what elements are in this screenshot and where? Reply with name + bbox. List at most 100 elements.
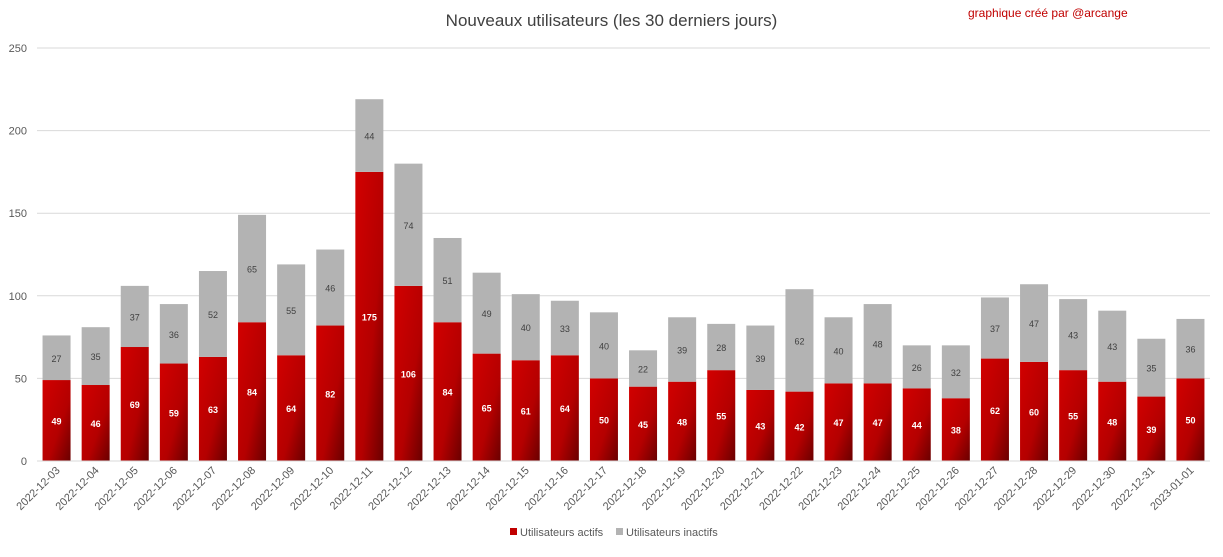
data-label-inactive: 36	[169, 330, 179, 340]
data-label-inactive: 52	[208, 310, 218, 320]
bar-active	[824, 383, 853, 461]
data-label-active: 50	[1185, 416, 1195, 426]
bar-inactive	[785, 289, 814, 392]
data-label-active: 64	[560, 404, 570, 414]
bar-active	[42, 380, 71, 461]
data-label-active: 39	[1146, 425, 1156, 435]
bar-active	[863, 383, 892, 461]
chart-title: Nouveaux utilisateurs (les 30 derniers j…	[445, 11, 778, 30]
bar-active	[746, 389, 775, 461]
legend-label-inactive: Utilisateurs inactifs	[626, 527, 718, 539]
bar-active	[120, 347, 149, 461]
data-label-inactive: 43	[1068, 331, 1078, 341]
legend-swatch-inactive	[616, 528, 623, 535]
bar-active	[1059, 370, 1088, 461]
bar-active	[1176, 378, 1205, 461]
bar-inactive	[198, 271, 227, 357]
bar-active	[472, 353, 501, 461]
data-label-inactive: 48	[873, 340, 883, 350]
data-label-inactive: 40	[521, 323, 531, 333]
data-label-active: 47	[834, 418, 844, 428]
data-label-inactive: 37	[130, 312, 140, 322]
bar-inactive	[707, 323, 736, 371]
data-label-inactive: 40	[834, 346, 844, 356]
bar-active	[277, 355, 306, 461]
data-label-active: 55	[716, 412, 726, 422]
y-tick-label: 150	[9, 208, 27, 220]
y-tick-label: 100	[9, 291, 27, 303]
data-label-active: 44	[912, 421, 922, 431]
data-label-active: 49	[52, 417, 62, 427]
bar-inactive	[1020, 284, 1049, 362]
bar-inactive	[394, 163, 423, 286]
bar-inactive	[433, 237, 462, 323]
bar-active	[550, 355, 579, 461]
bar-inactive	[1137, 338, 1166, 397]
data-label-active: 59	[169, 408, 179, 418]
bar-active	[1137, 396, 1166, 461]
data-label-active: 47	[873, 418, 883, 428]
data-label-inactive: 40	[599, 341, 609, 351]
data-label-active: 65	[482, 403, 492, 413]
data-label-active: 48	[1107, 417, 1117, 427]
data-label-inactive: 44	[364, 132, 374, 142]
bar-inactive	[902, 345, 931, 389]
data-label-inactive: 39	[677, 345, 687, 355]
y-tick-label: 200	[9, 126, 27, 138]
bar-active	[941, 398, 970, 461]
data-label-active: 50	[599, 416, 609, 426]
bar-active	[81, 385, 110, 461]
data-label-active: 63	[208, 405, 218, 415]
bar-inactive	[941, 345, 970, 399]
bar-inactive	[668, 317, 697, 382]
y-tick-label: 250	[9, 43, 27, 55]
data-label-active: 42	[794, 422, 804, 432]
data-label-inactive: 62	[794, 336, 804, 346]
bar-active	[1098, 381, 1127, 461]
legend-label-active: Utilisateurs actifs	[520, 527, 604, 539]
legend-swatch-active	[510, 528, 517, 535]
bar-inactive	[746, 325, 775, 390]
data-label-active: 84	[443, 388, 453, 398]
data-label-inactive: 36	[1185, 345, 1195, 355]
data-label-active: 43	[755, 421, 765, 431]
data-label-inactive: 74	[403, 221, 413, 231]
y-tick-label: 50	[15, 373, 27, 385]
data-label-inactive: 51	[443, 276, 453, 286]
data-label-inactive: 55	[286, 306, 296, 316]
bar-inactive	[159, 304, 188, 364]
data-label-inactive: 35	[91, 352, 101, 362]
bar-active	[394, 285, 423, 461]
bar-inactive	[1098, 310, 1127, 382]
data-label-active: 38	[951, 426, 961, 436]
data-label-inactive: 37	[990, 324, 1000, 334]
data-label-active: 61	[521, 407, 531, 417]
bar-inactive	[511, 294, 540, 361]
bar-inactive	[472, 272, 501, 354]
bar-active	[629, 386, 658, 461]
data-label-active: 60	[1029, 407, 1039, 417]
bar-inactive	[120, 285, 149, 348]
bar-active	[159, 363, 188, 461]
data-label-inactive: 27	[52, 354, 62, 364]
bar-active	[511, 360, 540, 461]
data-label-inactive: 47	[1029, 319, 1039, 329]
bar-active	[707, 370, 736, 461]
chart-credit: graphique créé par @arcange	[968, 6, 1128, 20]
data-label-active: 46	[91, 419, 101, 429]
data-label-active: 84	[247, 388, 257, 398]
bar-active	[902, 388, 931, 461]
data-label-active: 82	[325, 389, 335, 399]
data-label-active: 106	[401, 369, 416, 379]
data-label-inactive: 46	[325, 284, 335, 294]
bar-inactive	[629, 350, 658, 387]
y-tick-label: 0	[21, 456, 27, 468]
bar-active	[668, 381, 697, 461]
data-label-active: 45	[638, 420, 648, 430]
data-label-inactive: 39	[755, 354, 765, 364]
bar-active	[238, 322, 267, 461]
data-label-inactive: 49	[482, 309, 492, 319]
data-label-active: 69	[130, 400, 140, 410]
